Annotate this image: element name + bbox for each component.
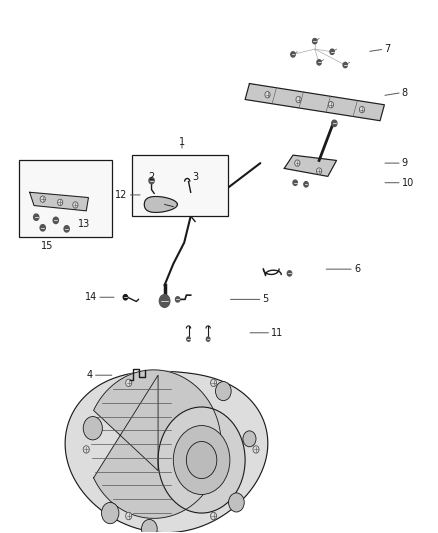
Text: 8: 8 <box>402 87 408 98</box>
Circle shape <box>293 180 297 185</box>
Circle shape <box>123 295 127 300</box>
Text: 2: 2 <box>148 172 155 182</box>
Circle shape <box>343 62 347 68</box>
Polygon shape <box>94 370 221 518</box>
Circle shape <box>73 202 78 208</box>
Polygon shape <box>145 197 177 213</box>
Circle shape <box>265 92 270 98</box>
Text: 6: 6 <box>354 264 360 274</box>
Bar <box>19 160 113 237</box>
Circle shape <box>57 199 63 206</box>
Text: 1: 1 <box>179 137 185 147</box>
Circle shape <box>53 217 58 223</box>
Text: 9: 9 <box>402 158 408 168</box>
Text: 15: 15 <box>41 241 53 252</box>
Circle shape <box>126 379 132 386</box>
Circle shape <box>295 160 300 166</box>
Polygon shape <box>284 155 336 176</box>
Circle shape <box>141 520 157 533</box>
Text: 13: 13 <box>78 219 90 229</box>
Circle shape <box>359 107 364 113</box>
Circle shape <box>296 96 301 103</box>
Polygon shape <box>65 371 268 532</box>
Polygon shape <box>245 84 385 120</box>
Text: 10: 10 <box>402 177 414 188</box>
Circle shape <box>304 182 308 187</box>
Circle shape <box>83 417 102 440</box>
Circle shape <box>317 168 322 174</box>
Circle shape <box>149 177 154 184</box>
Circle shape <box>229 493 244 512</box>
Polygon shape <box>30 192 88 211</box>
Circle shape <box>291 52 295 57</box>
Bar <box>132 155 228 216</box>
Circle shape <box>206 337 210 341</box>
Text: 14: 14 <box>85 292 97 302</box>
Circle shape <box>176 297 180 302</box>
Circle shape <box>332 120 337 126</box>
Circle shape <box>64 225 69 232</box>
Circle shape <box>287 271 292 276</box>
Circle shape <box>34 214 39 220</box>
Circle shape <box>253 446 259 453</box>
Circle shape <box>186 441 217 479</box>
Text: 7: 7 <box>385 44 391 54</box>
Circle shape <box>40 196 46 203</box>
Circle shape <box>317 60 321 65</box>
Circle shape <box>187 337 190 341</box>
Circle shape <box>313 38 317 44</box>
Circle shape <box>215 382 231 401</box>
Circle shape <box>126 512 132 520</box>
Circle shape <box>211 379 217 386</box>
Circle shape <box>83 446 89 453</box>
Text: 4: 4 <box>87 370 93 380</box>
Circle shape <box>102 503 119 523</box>
Circle shape <box>173 425 230 495</box>
Circle shape <box>330 49 334 54</box>
Text: 11: 11 <box>271 328 283 338</box>
Text: 5: 5 <box>262 294 269 304</box>
Circle shape <box>328 101 334 108</box>
Circle shape <box>159 295 170 308</box>
Circle shape <box>211 512 217 520</box>
Circle shape <box>158 407 245 513</box>
Circle shape <box>243 431 256 447</box>
Circle shape <box>40 224 46 231</box>
Text: 3: 3 <box>192 172 198 182</box>
Text: 12: 12 <box>115 190 127 200</box>
